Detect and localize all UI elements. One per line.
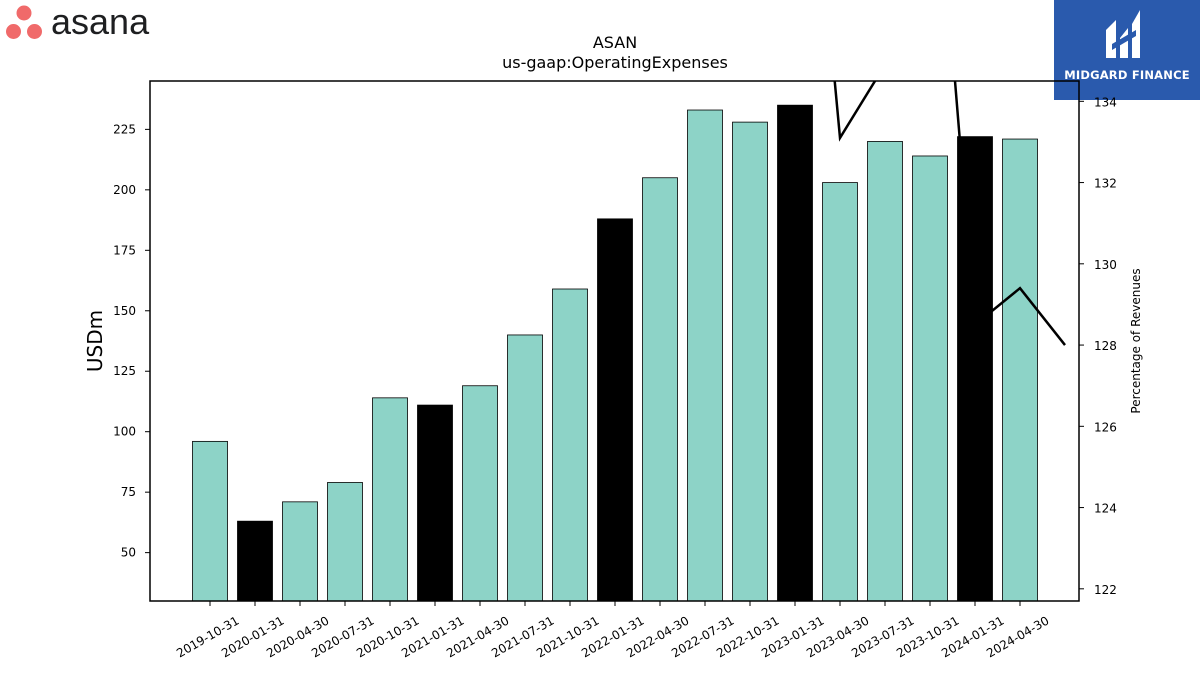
bar-2021-07-31 [507, 334, 543, 602]
y2-tick-label: 130 [1094, 258, 1117, 272]
midgard-logo-text: MIDGARD FINANCE [1064, 68, 1190, 82]
y2-tick-label: 128 [1094, 339, 1117, 353]
bar-group [192, 104, 1038, 602]
y-tick-label: 125 [113, 364, 136, 378]
y-tick-label: 100 [113, 425, 136, 439]
chart-subtitle: us-gaap:OperatingExpenses [502, 53, 728, 72]
bar-2021-10-31 [552, 288, 588, 602]
y2-axis-label: Percentage of Revenues [1129, 268, 1143, 413]
bar-2022-10-31 [732, 121, 768, 602]
y-tick-label: 75 [121, 485, 136, 499]
y2-tick-label: 132 [1094, 177, 1117, 191]
percentage-of-revenues-line [833, 81, 1066, 346]
asana-logo-dot-right [27, 24, 42, 39]
bar-2022-01-31 [597, 218, 633, 602]
y-tick-label: 50 [121, 546, 136, 560]
y-tick-label: 175 [113, 243, 136, 257]
bar-2020-04-30 [282, 501, 318, 602]
y-axis-right: 122 124 126 128 130 132 134 [1079, 95, 1117, 597]
y-tick-label: 225 [113, 122, 136, 136]
y2-tick-label: 134 [1094, 95, 1117, 109]
bar-2023-10-31 [912, 155, 948, 602]
bar-2022-07-31 [687, 109, 723, 602]
y-tick-label: 150 [113, 304, 136, 318]
bar-2024-01-31 [957, 136, 993, 602]
chart-title: ASAN [593, 33, 637, 52]
y-axis-label: USDm [83, 310, 107, 372]
midgard-logo-mark [1106, 10, 1140, 58]
bar-2020-01-31 [237, 520, 273, 602]
bar-2024-04-30 [1002, 138, 1038, 602]
bar-2022-04-30 [642, 177, 678, 602]
asana-logo-text: asana [51, 4, 150, 42]
bar-2023-04-30 [822, 182, 858, 602]
x-axis: 2019-10-312020-01-312020-04-302020-07-31… [174, 601, 1052, 660]
bar-2019-10-31 [192, 440, 228, 602]
asana-logo-dot-top [16, 5, 32, 21]
bar-2020-10-31 [372, 397, 408, 602]
y2-tick-label: 124 [1094, 502, 1117, 516]
y-axis-left: 50 75 100 125 150 175 200 225 [113, 122, 150, 560]
bar-2021-04-30 [462, 385, 498, 602]
asana-logo: asana [6, 4, 150, 42]
line-series-group [833, 81, 1066, 346]
asana-logo-dot-left [6, 24, 21, 39]
bar-2023-01-31 [777, 104, 813, 602]
y2-tick-label: 126 [1094, 420, 1117, 434]
y-tick-label: 200 [113, 183, 136, 197]
bar-2021-01-31 [417, 404, 453, 602]
bar-2023-07-31 [867, 141, 903, 602]
bar-2020-07-31 [327, 482, 363, 602]
y2-tick-label: 122 [1094, 583, 1117, 597]
